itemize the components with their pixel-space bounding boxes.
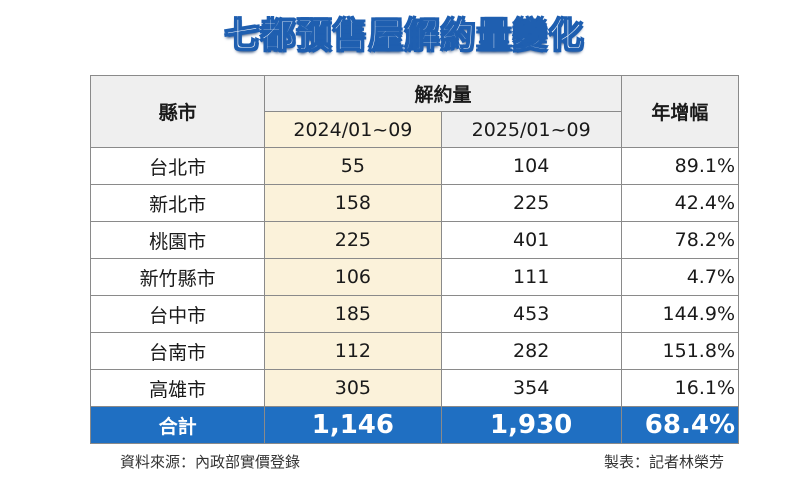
value-2024-cell: 158: [264, 184, 442, 222]
header-2024: 2024/01~09: [264, 111, 442, 148]
header-cancellations: 解約量: [264, 75, 622, 112]
value-2024-cell: 305: [264, 369, 442, 407]
table-row: 新北市 158 225 42.4%: [89, 184, 740, 222]
value-2024-cell: 225: [264, 221, 442, 259]
growth-cell: 78.2%: [620, 221, 740, 259]
city-cell: 新北市: [89, 184, 266, 222]
growth-cell: 42.4%: [620, 184, 740, 222]
table-row: 台北市 55 104 89.1%: [89, 147, 740, 185]
value-2025-cell: 401: [440, 221, 622, 259]
header-growth: 年增幅: [620, 75, 740, 148]
growth-cell: 151.8%: [620, 332, 740, 370]
value-2024-cell: 106: [264, 258, 442, 296]
total-2025-cell: 1,930: [440, 406, 622, 444]
value-2024-cell: 185: [264, 295, 442, 333]
total-label: 合計: [89, 406, 266, 444]
value-2025-cell: 104: [440, 147, 622, 185]
growth-cell: 144.9%: [620, 295, 740, 333]
growth-cell: 89.1%: [620, 147, 740, 185]
growth-cell: 16.1%: [620, 369, 740, 407]
value-2024-cell: 112: [264, 332, 442, 370]
table-row: 桃園市 225 401 78.2%: [89, 221, 740, 259]
city-cell: 台北市: [89, 147, 266, 185]
value-2025-cell: 225: [440, 184, 622, 222]
page-title: 七都預售屋解約量變化: [225, 16, 585, 57]
total-growth-cell: 68.4%: [620, 406, 740, 444]
table-row: 新竹縣市 106 111 4.7%: [89, 258, 740, 296]
city-cell: 台中市: [89, 295, 266, 333]
total-row: 合計 1,146 1,930 68.4%: [89, 406, 740, 444]
table-row: 台中市 185 453 144.9%: [89, 295, 740, 333]
city-cell: 高雄市: [89, 369, 266, 407]
value-2024-cell: 55: [264, 147, 442, 185]
value-2025-cell: 282: [440, 332, 622, 370]
table-row: 台南市 112 282 151.8%: [89, 332, 740, 370]
header-city: 縣市: [89, 75, 266, 148]
cancellation-table: 縣市 解約量 年增幅 2024/01~09 2025/01~09 台北市 55 …: [89, 75, 740, 444]
growth-cell: 4.7%: [620, 258, 740, 296]
value-2025-cell: 453: [440, 295, 622, 333]
source-note: 資料來源：內政部實價登錄: [120, 453, 301, 471]
value-2025-cell: 111: [440, 258, 622, 296]
value-2025-cell: 354: [440, 369, 622, 407]
city-cell: 桃園市: [89, 221, 266, 259]
city-cell: 新竹縣市: [89, 258, 266, 296]
total-2024-cell: 1,146: [264, 406, 442, 444]
table-row: 高雄市 305 354 16.1%: [89, 369, 740, 407]
header-2025: 2025/01~09: [440, 111, 622, 148]
credit-note: 製表：記者林榮芳: [604, 453, 725, 471]
city-cell: 台南市: [89, 332, 266, 370]
